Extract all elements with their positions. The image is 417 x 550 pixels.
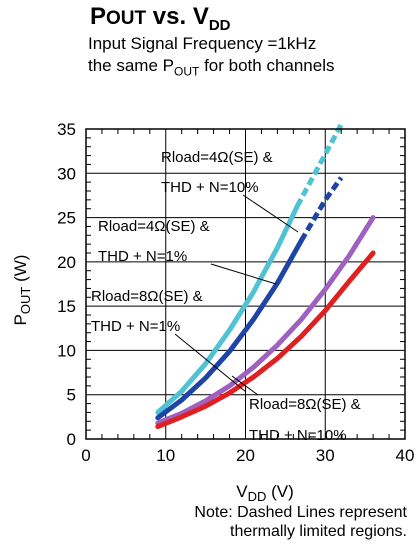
series-labels: Rload=4Ω(SE) & THD + N=10% Rload=4Ω(SE) & T…: [91, 149, 361, 444]
series-label-1-line2: THD + N=10%: [161, 179, 259, 196]
y-tick-label: 20: [57, 253, 76, 272]
y-tick-label: 5: [67, 386, 76, 405]
series-label-2-line2: THD + N=1%: [98, 248, 187, 265]
axis-ticks: 0 10 20 30 40 0 5 10 15 20 25 30 35: [57, 120, 414, 465]
label-leader-4: [231, 375, 259, 396]
label-leader-lines: [174, 194, 299, 396]
series-label-4-line2: THD + N=10%: [249, 427, 347, 444]
y-tick-label: 0: [67, 430, 76, 449]
series-label-1-line1: Rload=4Ω(SE) &: [161, 149, 273, 166]
series-line-2: [155, 238, 304, 421]
label-leader-3: [174, 333, 247, 393]
y-tick-label: 25: [57, 209, 76, 228]
series-lines: [155, 123, 376, 430]
series-line-4: [155, 250, 376, 430]
plot-frame: [85, 128, 406, 440]
series-label-4-line1: Rload=8Ω(SE) &: [249, 396, 361, 413]
dashed-lines-note: Note: Dashed Lines represent thermally l…: [194, 504, 407, 540]
series-label-3-line1: Rload=8Ω(SE) &: [91, 288, 203, 305]
x-tick-label: 30: [316, 446, 335, 465]
series-label-2-line1: Rload=4Ω(SE) &: [98, 218, 210, 235]
chart-subtitle-frequency: Input Signal Frequency =1kHz: [88, 34, 317, 53]
y-tick-label: 30: [57, 164, 76, 183]
y-tick-label: 15: [57, 297, 76, 316]
series-label-3-line2: THD + N=1%: [91, 318, 180, 335]
series-dashed-2: [299, 176, 344, 242]
y-tick-label: 35: [57, 120, 76, 139]
x-tick-label: 10: [156, 446, 175, 465]
series-line-1: [155, 203, 300, 415]
y-axis-label: POUT (W): [11, 255, 33, 326]
label-leader-2: [210, 263, 277, 285]
x-tick-label: 0: [81, 446, 90, 465]
y-tick-label: 10: [57, 341, 76, 360]
grid-lines: [86, 129, 405, 439]
x-axis-label: VDD (V): [236, 482, 294, 504]
label-leader-1: [242, 194, 299, 233]
chart-title: POUT vs. VDD: [90, 3, 231, 34]
series-line-3: [155, 215, 376, 426]
series-dashed-1: [295, 123, 344, 208]
chart-subtitle-channels: the same POUT for both channels: [88, 56, 335, 79]
x-tick-label: 40: [396, 446, 415, 465]
x-tick-label: 20: [236, 446, 255, 465]
